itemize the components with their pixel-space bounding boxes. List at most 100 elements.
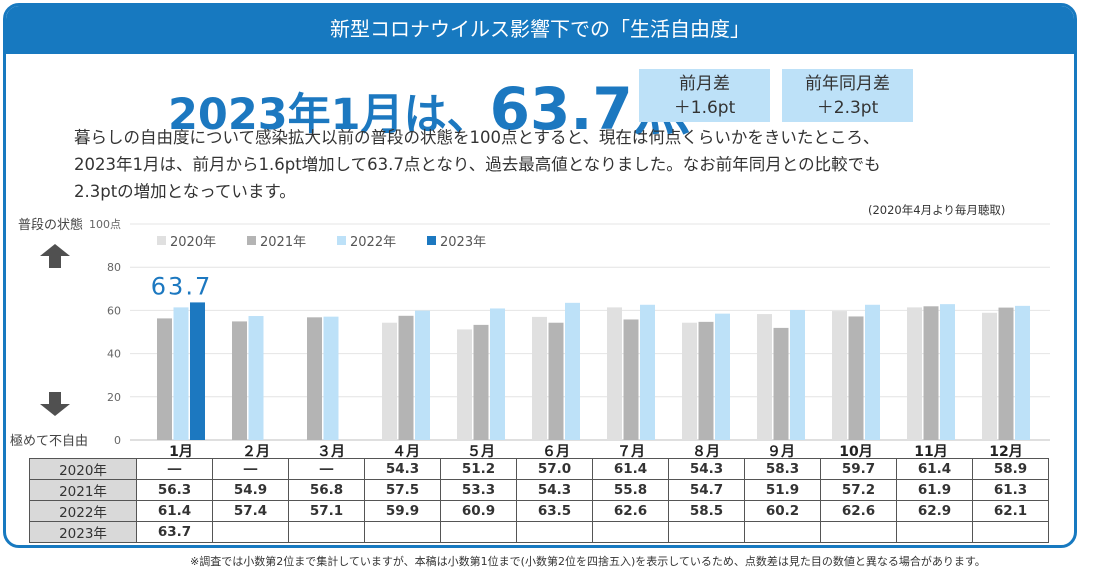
arrow-up-icon (40, 244, 70, 268)
table-cell: 63.7 (136, 521, 213, 543)
bar-2021年 (157, 318, 172, 440)
survey-note: (2020年4月より毎月聴取) (868, 203, 1006, 217)
table-cell: 55.8 (592, 479, 669, 501)
legend-swatch (337, 236, 346, 245)
table-row: 2020年 ― ― ― 54.3 51.2 57.0 61.4 54.3 58.3 59.7 61.4… (29, 458, 1049, 480)
normal-state-label: 普段の状態 (18, 218, 84, 233)
prev-month-diff-box: 前月差 ＋1.6pt (639, 69, 770, 122)
bar-2020年 (682, 322, 697, 440)
bar-2022年 (940, 304, 955, 440)
table-cell: 59.9 (364, 500, 441, 522)
table-cell: 57.0 (516, 458, 593, 480)
legend-label: 2020年 (170, 235, 216, 250)
table-cell (744, 521, 821, 543)
table-row: 2023年 63.7 (29, 521, 1049, 543)
table-cell: 57.5 (364, 479, 441, 501)
table-cell: 57.2 (820, 479, 897, 501)
legend-swatch (247, 236, 256, 245)
table-cell: 58.3 (744, 458, 821, 480)
table-cell (212, 521, 289, 543)
y-tick-label: 60 (107, 304, 121, 317)
table-cell: 60.2 (744, 500, 821, 522)
table-cell (820, 521, 897, 543)
table-cell (364, 521, 441, 543)
x-category-label: ６月 (542, 444, 570, 460)
table-cell: 54.3 (668, 458, 745, 480)
table-cell: 62.6 (592, 500, 669, 522)
bar-2020年 (382, 322, 397, 440)
prev-month-diff-label: 前月差 (679, 74, 730, 94)
prev-month-diff-value: ＋1.6pt (673, 98, 736, 118)
y-tick-label: 100点 (89, 218, 121, 231)
bar-2022年 (790, 309, 805, 440)
very-restricted-label: 極めて不自由 (10, 434, 89, 449)
table-row-header: 2021年 (29, 479, 137, 501)
bar-2020年 (532, 316, 547, 440)
bar-2020年 (757, 314, 772, 440)
table-cell: 59.7 (820, 458, 897, 480)
legend-label: 2023年 (440, 235, 486, 250)
x-category-label: ７月 (617, 444, 645, 460)
bar-2022年 (323, 316, 339, 440)
table-cell: 54.3 (364, 458, 441, 480)
table-cell (896, 521, 973, 543)
table-cell: 56.8 (288, 479, 365, 501)
legend-swatch (157, 236, 166, 245)
y-tick-label: 40 (107, 348, 121, 361)
y-tick-label: 0 (114, 434, 121, 447)
bar-2022年 (415, 310, 430, 440)
table-cell: 57.1 (288, 500, 365, 522)
prev-year-diff-label: 前年同月差 (805, 74, 890, 94)
table-cell: ― (212, 458, 289, 480)
table-cell: 62.9 (896, 500, 973, 522)
bar-2021年 (232, 321, 247, 440)
table-cell: ― (288, 458, 365, 480)
arrow-down-icon (40, 392, 70, 416)
bar-2022年 (865, 304, 880, 440)
description-line: 2023年1月は、前月から1.6pt増加して63.7点となり、過去最高値となりま… (74, 155, 881, 174)
headline-prefix: 2023年1月は、 (168, 90, 490, 140)
table-cell: 61.4 (896, 458, 973, 480)
table-cell: 54.7 (668, 479, 745, 501)
bar-2021年 (923, 306, 939, 440)
bar-2021年 (773, 327, 789, 440)
table-cell: 51.9 (744, 479, 821, 501)
x-category-label: ５月 (467, 444, 495, 460)
table-row-header: 2022年 (29, 500, 137, 522)
x-category-label: 10月 (839, 444, 872, 460)
x-category-label: 11月 (914, 444, 947, 460)
x-category-label: ８月 (692, 444, 720, 460)
legend-swatch (427, 236, 436, 245)
main-panel: 新型コロナウイルス影響下での「生活自由度」 (3, 3, 1077, 548)
table-cell (516, 521, 593, 543)
x-category-label: ２月 (242, 444, 270, 460)
highlight-value-label: 63.7 (151, 272, 212, 300)
bar-2022年 (640, 304, 655, 440)
table-cell: 54.9 (212, 479, 289, 501)
table-cell: 61.3 (972, 479, 1049, 501)
prev-year-diff-value: ＋2.3pt (816, 98, 879, 118)
x-category-label: ３月 (317, 444, 345, 460)
footnote: ※調査では小数第2位まで集計していますが、本稿は小数第1位まで(小数第2位を四捨… (190, 555, 986, 568)
table-row: 2022年 61.4 57.4 57.1 59.9 60.9 63.5 62.6 58.5 60.… (29, 500, 1049, 522)
bar-2022年 (565, 302, 580, 440)
bar-2022年 (1015, 305, 1030, 440)
bar-2023年 (190, 302, 205, 440)
table-cell: 57.4 (212, 500, 289, 522)
description: 暮らしの自由度について感染拡大以前の普段の状態を100点とすると、現在は何点くら… (74, 124, 1014, 205)
bar-2021年 (548, 322, 564, 440)
bar-2020年 (907, 307, 922, 440)
legend-label: 2022年 (350, 235, 396, 250)
y-tick-label: 20 (107, 391, 121, 404)
bar-2020年 (457, 329, 472, 440)
bar-2020年 (982, 312, 997, 440)
table-cell (592, 521, 669, 543)
x-category-label: 1月 (169, 444, 193, 460)
table-cell (288, 521, 365, 543)
table-cell: 62.1 (972, 500, 1049, 522)
table-cell: 61.9 (896, 479, 973, 501)
x-category-label: ９月 (767, 444, 795, 460)
table-cell: 51.2 (440, 458, 517, 480)
table-cell (440, 521, 517, 543)
table-cell: 54.3 (516, 479, 593, 501)
